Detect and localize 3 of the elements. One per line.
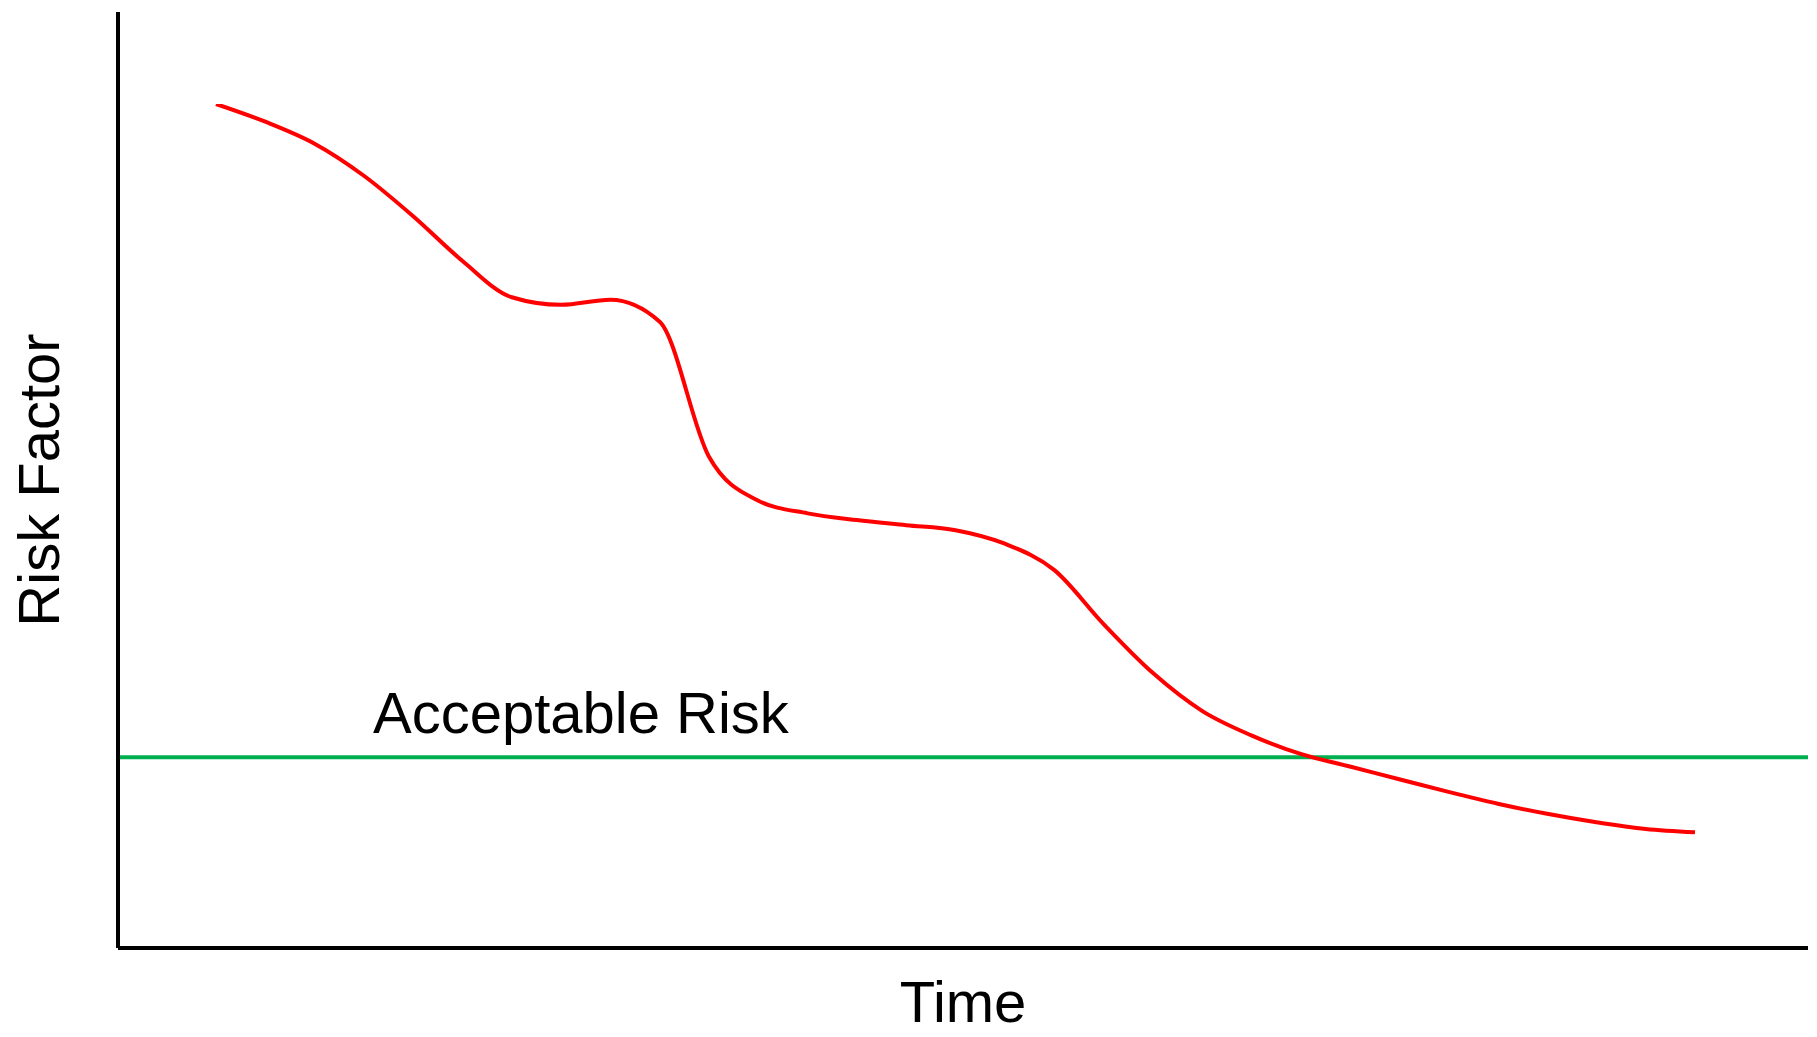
y-axis-title: Risk Factor xyxy=(5,333,71,627)
x-axis-title: Time xyxy=(899,969,1027,1034)
ref-line-label: Acceptable Risk xyxy=(373,680,790,746)
